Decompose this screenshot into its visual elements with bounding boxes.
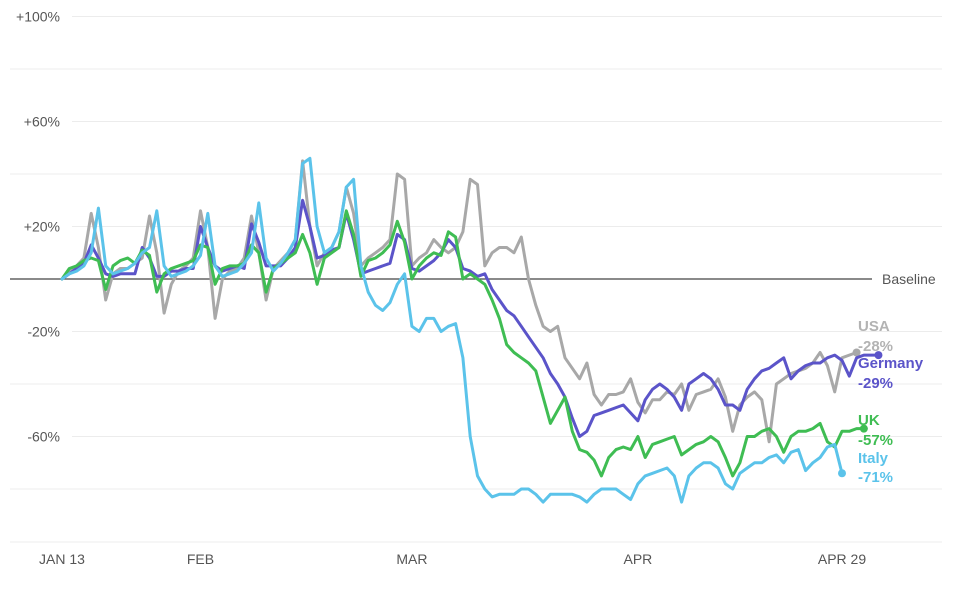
x-tick-label: FEB [187, 551, 214, 567]
series-line-germany [60, 198, 880, 438]
x-axis-ticks: JAN 13 FEB MAR APR APR 29 [39, 551, 866, 567]
italy-name: Italy [858, 450, 889, 467]
x-tick-label: APR 29 [818, 551, 866, 567]
usa-name: USA [858, 318, 890, 335]
y-tick-label: +60% [24, 114, 60, 130]
baseline-label: Baseline [882, 271, 936, 287]
series-line-uk [60, 209, 866, 478]
y-tick-label: -60% [27, 429, 60, 445]
series-end-marker [838, 469, 846, 478]
series-end-marker [859, 424, 868, 433]
x-tick-label: JAN 13 [39, 551, 85, 567]
series-line-italy [60, 156, 844, 504]
x-tick-label: MAR [396, 551, 427, 567]
series-lines [60, 156, 883, 504]
uk-name: UK [858, 412, 880, 429]
legend-usa: USA -28% [858, 318, 893, 355]
germany-name: Germany [858, 355, 924, 372]
series-line-usa [60, 159, 859, 444]
y-tick-label: +100% [16, 9, 60, 25]
series-end-marker [852, 348, 861, 357]
y-tick-label: +20% [24, 219, 60, 235]
x-tick-label: APR [623, 551, 652, 567]
germany-value: -29% [858, 375, 893, 392]
legend-germany: Germany -29% [858, 355, 924, 392]
uk-value: -57% [858, 432, 893, 449]
y-axis-ticks: +100% +60% +20% -20% -60% [16, 9, 60, 445]
italy-value: -71% [858, 469, 893, 486]
usa-value: -28% [858, 338, 893, 355]
gridlines [10, 16, 942, 543]
legend-uk: UK -57% [858, 412, 893, 449]
legend-italy: Italy -71% [858, 450, 893, 486]
y-tick-label: -20% [27, 324, 60, 340]
series-end-marker [874, 351, 883, 360]
